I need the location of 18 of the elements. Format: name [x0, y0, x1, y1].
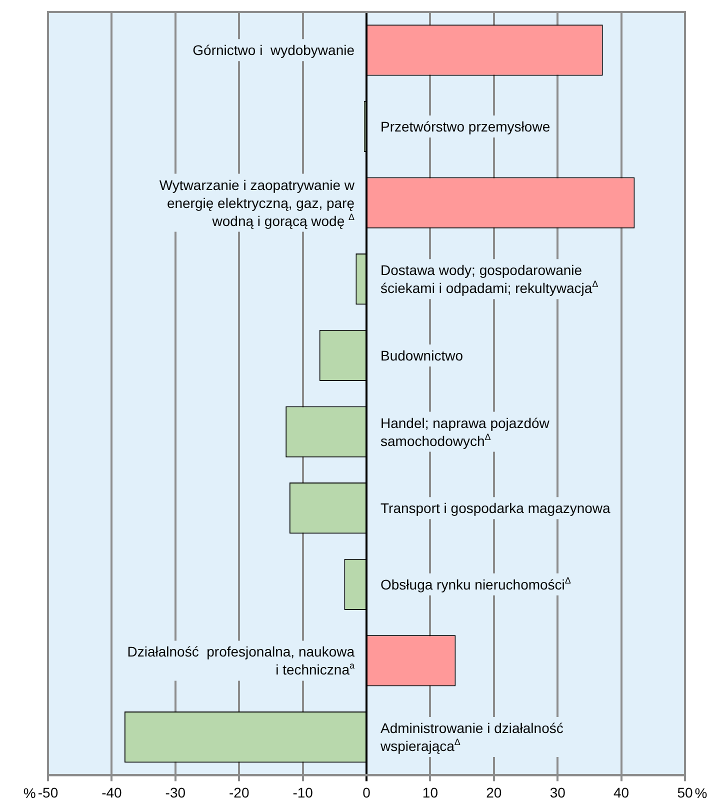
x-tick-label: -20 [228, 784, 250, 800]
x-tick-label: 0 [362, 784, 371, 800]
x-tick-label: -50 [38, 784, 58, 800]
x-tick-label: 40 [614, 784, 630, 800]
category-label: Wytwarzanie i zaopatrywanie w energię elektryczną, gaz, parę wodną i gorącą wodę Δ [159, 176, 355, 229]
y-tick-label: Górnictwo i wydobywanie [192, 42, 355, 58]
x-tick-label: -30 [165, 784, 186, 800]
x-tick-label: 50 [677, 784, 693, 800]
x-tick-label: 30 [550, 784, 566, 800]
x-tick-label: -10 [292, 784, 314, 800]
x-tick-label: 20 [486, 784, 502, 800]
y-tick-label: Przetwórstwo przemysłowe [380, 118, 550, 134]
x-tick-label: 10 [422, 784, 438, 800]
x-axis-title: % [694, 785, 708, 802]
y-tick-label: Transport i gospodarka magazynowa [380, 500, 611, 516]
y-tick-label: Budownictwo [380, 347, 464, 364]
x-tick-label: -40 [102, 784, 122, 800]
text: % [23, 785, 36, 802]
